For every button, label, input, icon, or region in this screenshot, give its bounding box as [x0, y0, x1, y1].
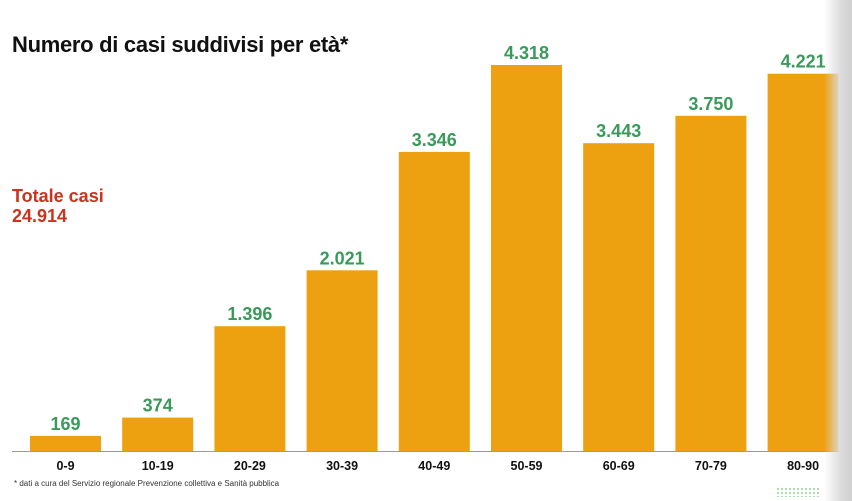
value-label-60-69: 3.443	[596, 121, 641, 141]
footnote: * dati a cura del Servizio regionale Pre…	[14, 479, 280, 488]
value-label-20-29: 1.396	[227, 304, 272, 324]
decorative-dots	[776, 487, 820, 497]
x-axis-baseline	[12, 451, 844, 452]
category-label-20-29: 20-29	[234, 459, 266, 473]
value-label-10-19: 374	[143, 396, 173, 416]
bar-20-29	[214, 326, 286, 451]
page-edge-shadow	[824, 0, 852, 501]
bar-70-79	[675, 115, 747, 452]
value-label-40-49: 3.346	[412, 130, 457, 150]
total-cases: Totale casi 24.914	[12, 186, 104, 226]
total-cases-label: Totale casi	[12, 186, 104, 206]
bar-0-9	[30, 435, 101, 451]
bar-40-49	[398, 151, 470, 451]
value-label-70-79: 3.750	[688, 94, 733, 114]
category-label-10-19: 10-19	[142, 459, 174, 473]
bar-10-19	[122, 417, 194, 451]
category-label-30-39: 30-39	[326, 459, 358, 473]
total-cases-value: 24.914	[12, 206, 68, 226]
category-label-70-79: 70-79	[695, 459, 727, 473]
category-label-0-9: 0-9	[56, 459, 74, 473]
category-label-80-90: 80-90	[787, 459, 819, 473]
category-label-40-49: 40-49	[418, 459, 450, 473]
value-label-0-9: 169	[50, 414, 80, 434]
value-label-50-59: 4.318	[504, 43, 549, 63]
category-label-50-59: 50-59	[511, 459, 543, 473]
value-label-30-39: 2.021	[320, 248, 365, 268]
page-title: Numero di casi suddivisi per età*	[12, 32, 349, 57]
value-label-80-90: 4.221	[781, 52, 826, 72]
bar-50-59	[491, 65, 562, 451]
bar-30-39	[306, 270, 378, 451]
category-label-60-69: 60-69	[603, 459, 635, 473]
bar-60-69	[583, 143, 655, 451]
